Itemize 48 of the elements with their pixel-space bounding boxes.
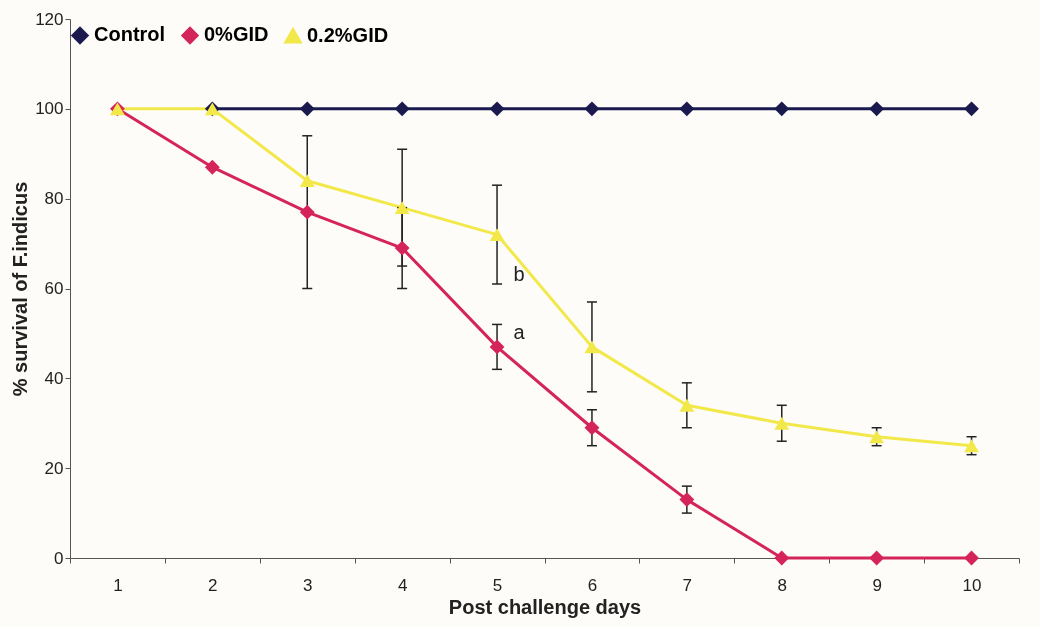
x-tick-label: 3 <box>303 575 313 595</box>
point <box>584 420 600 436</box>
legend-label: 0.2%GID <box>307 23 389 46</box>
point <box>869 550 885 566</box>
y-tick-label: 120 <box>35 9 64 29</box>
x-tick-label: 1 <box>113 575 123 595</box>
point <box>774 416 790 430</box>
point <box>584 101 600 117</box>
y-tick-label: 20 <box>44 458 64 478</box>
x-tick-label: 6 <box>587 575 598 595</box>
legend-label: Control <box>94 23 166 46</box>
x-tick-label: 10 <box>962 575 982 595</box>
y-tick-label: 100 <box>35 99 64 119</box>
x-tick-label: 9 <box>872 575 882 595</box>
y-tick-label: 40 <box>44 368 64 388</box>
point <box>299 204 315 220</box>
y-axis-title: % survival of F.indicus <box>9 181 32 397</box>
legend-label: 0%GID <box>204 23 269 46</box>
x-tick-label: 5 <box>492 575 503 595</box>
point <box>394 101 410 117</box>
y-tick-label: 0 <box>54 548 64 568</box>
point <box>869 430 885 444</box>
y-tick-label: 80 <box>44 189 64 209</box>
point <box>489 339 505 355</box>
point <box>394 240 410 256</box>
annotation: b <box>513 263 525 286</box>
point <box>489 228 505 242</box>
annotation: a <box>513 321 526 344</box>
point <box>584 340 600 354</box>
y-tick-label: 60 <box>44 279 64 298</box>
point <box>774 550 790 566</box>
point <box>679 398 695 412</box>
point <box>204 159 220 175</box>
point <box>679 101 695 117</box>
point <box>679 492 695 508</box>
point <box>299 101 315 117</box>
x-axis-title: Post challenge days <box>448 595 642 618</box>
point <box>394 201 410 215</box>
point <box>964 439 979 453</box>
x-tick-label: 7 <box>682 575 693 595</box>
point <box>774 101 790 117</box>
x-tick-label: 4 <box>397 575 408 595</box>
x-tick-label: 2 <box>208 575 218 595</box>
point <box>869 101 885 117</box>
x-tick-label: 8 <box>777 575 787 595</box>
point <box>489 101 505 117</box>
point <box>299 174 315 188</box>
point <box>964 101 979 117</box>
